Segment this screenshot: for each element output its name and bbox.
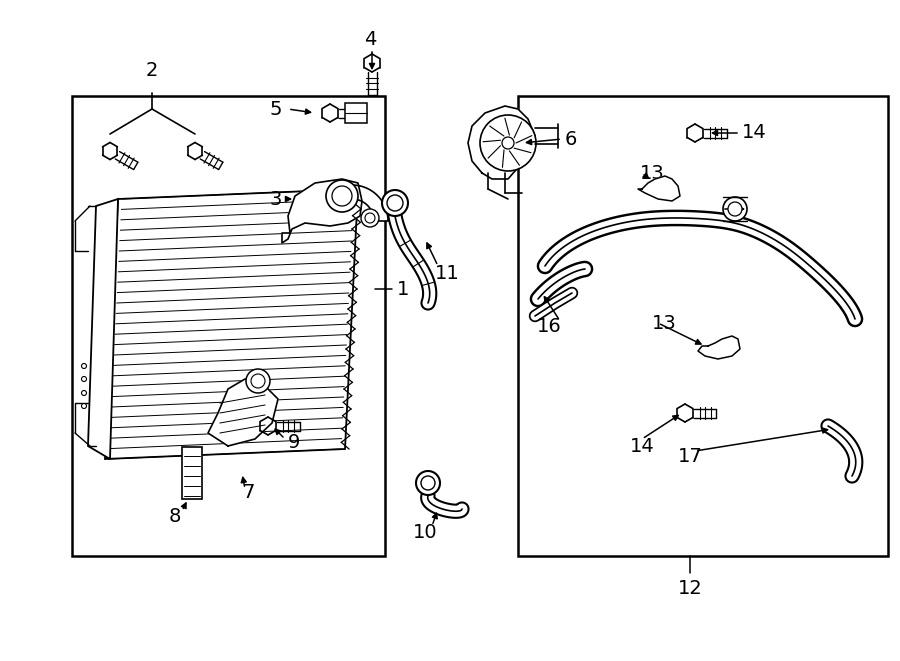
Text: 7: 7 [242, 483, 255, 502]
Circle shape [251, 374, 265, 388]
Polygon shape [282, 179, 362, 243]
Circle shape [382, 190, 408, 216]
Text: 15: 15 [722, 200, 747, 219]
Bar [518, 96, 888, 556]
Circle shape [82, 364, 86, 368]
Circle shape [728, 202, 742, 216]
Polygon shape [698, 336, 740, 359]
Text: 5: 5 [269, 100, 282, 118]
Text: 14: 14 [630, 436, 655, 455]
Circle shape [246, 369, 270, 393]
Text: 13: 13 [652, 313, 677, 332]
Text: 2: 2 [146, 61, 158, 81]
Circle shape [502, 137, 514, 149]
Polygon shape [468, 106, 535, 179]
Text: 8: 8 [169, 506, 181, 525]
Polygon shape [105, 189, 358, 459]
Text: 12: 12 [678, 580, 702, 598]
Text: 10: 10 [413, 524, 437, 543]
Polygon shape [638, 176, 680, 201]
Text: 4: 4 [364, 30, 376, 48]
Text: 1: 1 [397, 280, 410, 299]
Circle shape [365, 213, 375, 223]
Circle shape [82, 377, 86, 381]
Text: 17: 17 [678, 446, 703, 465]
Text: 14: 14 [742, 124, 767, 143]
Text: 3: 3 [270, 190, 282, 208]
Text: 11: 11 [435, 264, 460, 282]
Circle shape [723, 197, 747, 221]
Circle shape [361, 209, 379, 227]
Circle shape [82, 391, 86, 395]
Circle shape [416, 471, 440, 495]
Text: 9: 9 [288, 434, 301, 453]
Text: 13: 13 [640, 163, 665, 182]
Circle shape [387, 195, 403, 211]
Circle shape [480, 115, 536, 171]
Polygon shape [88, 199, 118, 459]
Circle shape [332, 186, 352, 206]
Polygon shape [352, 185, 388, 221]
Bar [345, 103, 367, 123]
Circle shape [326, 180, 358, 212]
Bar [72, 96, 385, 556]
Circle shape [82, 403, 86, 408]
Circle shape [421, 476, 435, 490]
Text: 16: 16 [537, 317, 562, 336]
Bar [182, 447, 202, 499]
Text: 6: 6 [565, 130, 578, 149]
Polygon shape [208, 379, 278, 446]
